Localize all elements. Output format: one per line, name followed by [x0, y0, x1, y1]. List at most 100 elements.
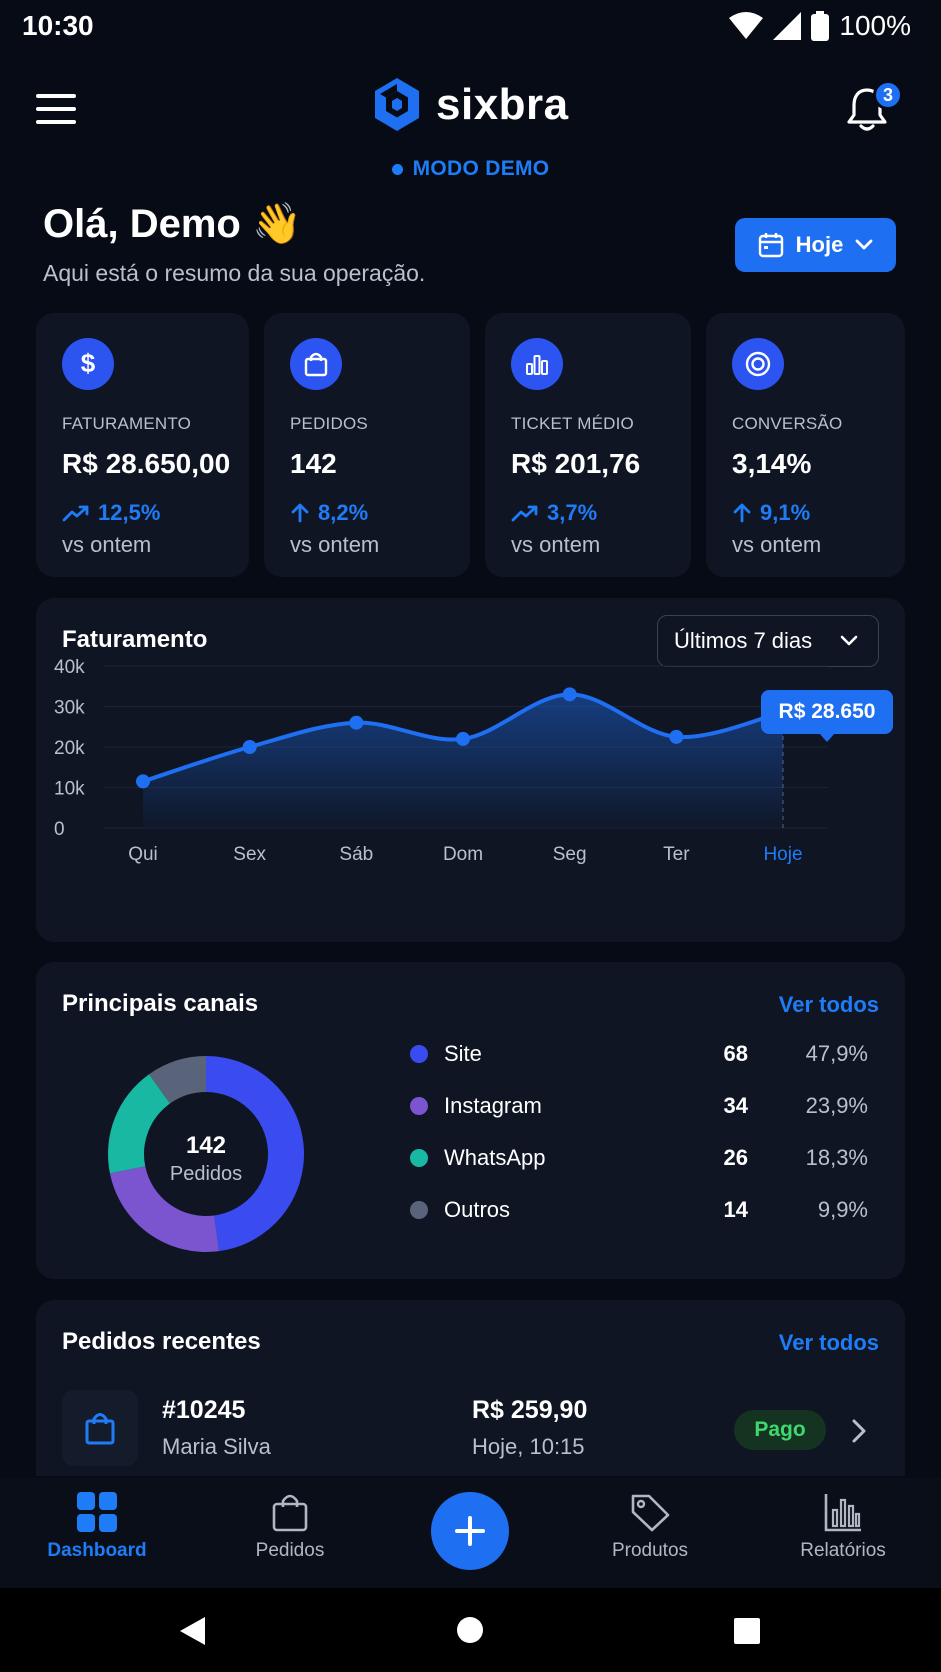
revenue-point[interactable] [669, 729, 684, 744]
y-tick-label: 20k [54, 738, 85, 759]
date-filter-button[interactable]: Hoje [735, 218, 896, 272]
channel-count: 26 [723, 1145, 748, 1170]
trending-up-icon [511, 505, 538, 522]
channel-row[interactable]: Outros 14 9,9% [410, 1190, 868, 1230]
kpi-compare: vs ontem [732, 532, 822, 557]
order-bag-icon [62, 1390, 138, 1466]
nav-dashboard-label: Dashboard [47, 1540, 147, 1561]
channel-color-dot [410, 1097, 428, 1115]
calendar-icon [758, 233, 783, 258]
recent-orders-title: Pedidos recentes [62, 1328, 261, 1355]
nav-reports[interactable]: Relatórios [763, 1492, 923, 1562]
x-tick-label: Sáb [339, 844, 373, 865]
nav-dashboard[interactable]: Dashboard [17, 1492, 177, 1562]
revenue-point[interactable] [136, 774, 150, 789]
donut-slice[interactable] [109, 1166, 219, 1252]
tooltip-pointer-icon [819, 733, 835, 742]
channel-count: 14 [723, 1197, 748, 1222]
nav-reports-label: Relatórios [800, 1540, 886, 1561]
revenue-point[interactable] [242, 740, 257, 754]
status-icons: 100% [729, 10, 911, 42]
channels-donut-chart [108, 1056, 304, 1252]
kpi-label: FATURAMENTO [62, 414, 192, 433]
y-tick-label: 40k [54, 657, 85, 678]
greeting-subtitle: Aqui está o resumo da sua operação. [43, 260, 426, 286]
dollar-icon: $ [62, 338, 114, 390]
back-icon[interactable] [176, 1614, 208, 1648]
revenue-area [143, 694, 783, 828]
donut-slice[interactable] [108, 1074, 171, 1174]
channel-row[interactable]: Instagram 34 23,9% [410, 1086, 868, 1126]
menu-button[interactable] [36, 94, 76, 124]
kpi-trend: 8,2% [290, 500, 470, 526]
kpi-compare: vs ontem [511, 532, 601, 557]
arrow-up-icon [291, 503, 309, 523]
demo-mode-label: MODO DEMO [412, 157, 550, 180]
target-icon [732, 338, 784, 390]
demo-mode-badge: MODO DEMO [0, 157, 941, 181]
y-tick-label: 30k [54, 698, 85, 719]
status-time: 10:30 [22, 10, 94, 41]
kpi-value: 142 [290, 448, 337, 479]
brand-name: sixbra [436, 80, 569, 129]
donut-slice[interactable] [206, 1056, 304, 1252]
chevron-down-icon [855, 239, 873, 250]
x-tick-label: Ter [663, 844, 690, 865]
nav-products-label: Produtos [611, 1540, 689, 1561]
kpi-trend-value: 8,2% [318, 500, 369, 525]
channel-percent: 47,9% [805, 1041, 868, 1066]
notifications-badge: 3 [873, 80, 903, 110]
revenue-point[interactable] [349, 715, 364, 730]
battery-level: 100% [839, 10, 911, 41]
kpi-trend-value: 12,5% [98, 500, 161, 525]
channel-percent: 18,3% [805, 1145, 868, 1170]
kpi-trend-value: 3,7% [547, 500, 598, 525]
recents-icon[interactable] [733, 1617, 761, 1645]
channel-name: Site [444, 1041, 482, 1066]
orders-view-all-link[interactable]: Ver todos [778, 1330, 879, 1355]
system-navigation-bar [0, 1588, 941, 1672]
kpi-label: PEDIDOS [290, 414, 368, 433]
order-amount: R$ 259,90 [472, 1396, 588, 1424]
kpi-compare: vs ontem [62, 532, 152, 557]
brand-logo: sixbra [372, 76, 569, 134]
signal-icon [773, 12, 802, 40]
kpi-card-revenue[interactable]: $ FATURAMENTO R$ 28.650,00 12,5% vs onte… [36, 313, 249, 577]
donut-slice[interactable] [149, 1056, 206, 1104]
kpi-label: TICKET MÉDIO [511, 414, 634, 433]
channel-color-dot [410, 1149, 428, 1167]
chart-tooltip: R$ 28.650 [761, 690, 893, 734]
donut-total-label: Pedidos [169, 1163, 243, 1185]
home-icon[interactable] [456, 1616, 484, 1644]
date-filter-label: Hoje [795, 232, 844, 257]
channel-row[interactable]: WhatsApp 26 18,3% [410, 1138, 868, 1178]
revenue-point[interactable] [456, 731, 470, 746]
kpi-trend: 9,1% [732, 500, 905, 526]
order-row[interactable]: #10245 Maria Silva R$ 259,90 Hoje, 10:15… [36, 1380, 905, 1476]
channel-row[interactable]: Site 68 47,9% [410, 1034, 868, 1074]
kpi-value: 3,14% [732, 448, 812, 479]
range-select-value: Últimos 7 dias [674, 628, 813, 653]
channels-view-all-link[interactable]: Ver todos [778, 992, 879, 1017]
chart-tooltip-value: R$ 28.650 [778, 700, 876, 723]
order-id: #10245 [162, 1396, 246, 1424]
kpi-card-orders[interactable]: PEDIDOS 142 8,2% vs ontem [264, 313, 470, 577]
chevron-down-icon [840, 635, 858, 646]
revenue-point[interactable] [562, 687, 577, 702]
nav-products[interactable]: Produtos [570, 1492, 730, 1562]
nav-orders[interactable]: Pedidos [210, 1492, 370, 1562]
range-select[interactable]: Últimos 7 dias [657, 615, 879, 667]
kpi-card-ticket[interactable]: TICKET MÉDIO R$ 201,76 3,7% vs ontem [485, 313, 691, 577]
kpi-card-conversion[interactable]: CONVERSÃO 3,14% 9,1% vs ontem [706, 313, 905, 577]
donut-total: 142 [185, 1132, 227, 1159]
kpi-compare: vs ontem [290, 532, 380, 557]
bar-chart-icon [511, 338, 563, 390]
svg-text:$: $ [81, 349, 96, 378]
channel-color-dot [410, 1045, 428, 1063]
add-button[interactable] [431, 1492, 509, 1570]
y-tick-label: 0 [54, 819, 65, 840]
arrow-up-icon [733, 503, 751, 523]
demo-dot-icon [391, 163, 403, 175]
notifications-button[interactable]: 3 [845, 80, 903, 132]
channel-name: Outros [444, 1197, 511, 1222]
